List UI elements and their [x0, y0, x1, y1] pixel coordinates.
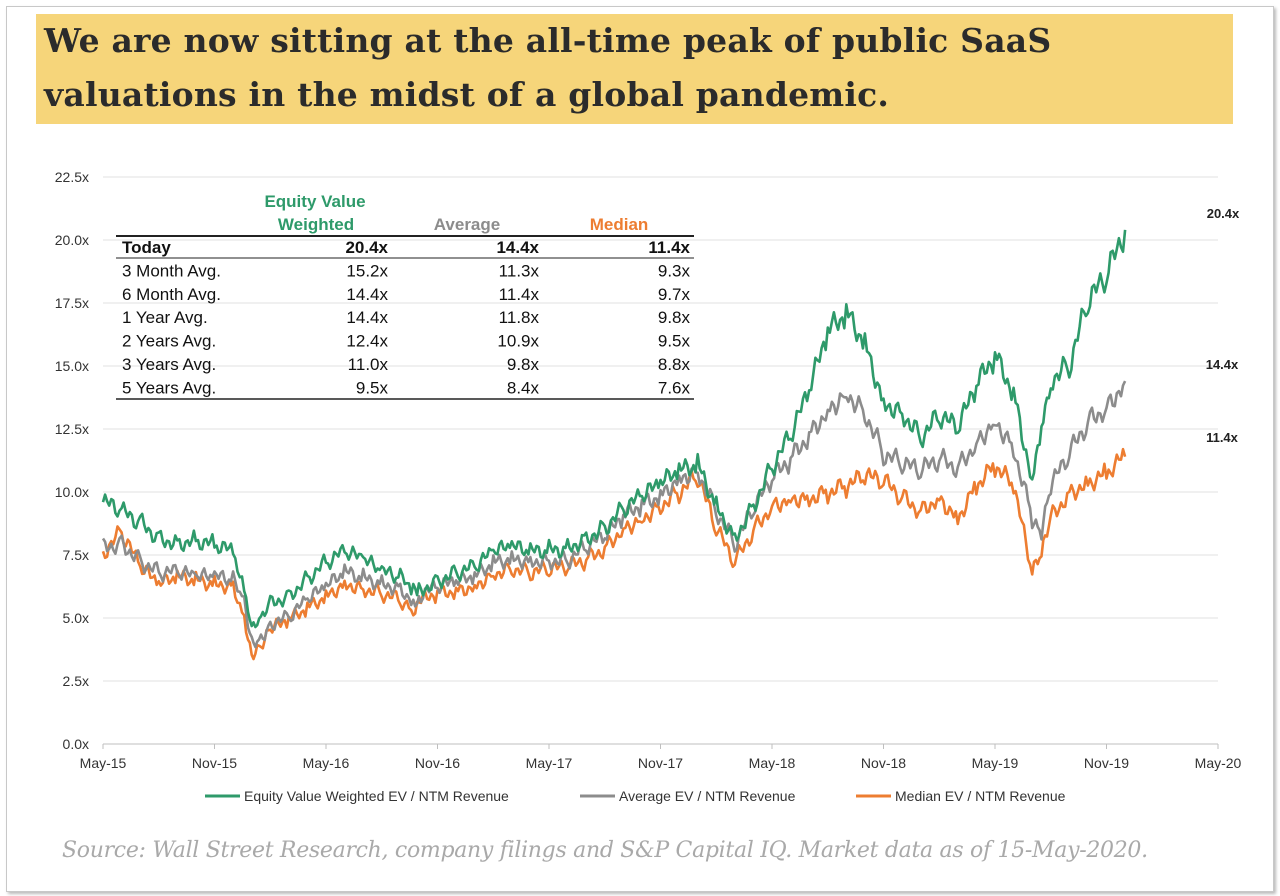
legend-label-average: Average EV / NTM Revenue [619, 788, 796, 804]
table-row-label: 6 Month Avg. [122, 285, 221, 304]
table-cell-equity: 12.4x [346, 332, 388, 351]
table-cell-equity: 20.4x [345, 238, 388, 257]
table-row-label: 5 Years Avg. [122, 378, 216, 397]
x-tick-label: May-15 [80, 755, 127, 771]
x-tick-label: Nov-17 [638, 755, 683, 771]
headline: We are now sitting at the all-time peak … [36, 14, 1233, 124]
x-tick-label: May-16 [303, 755, 350, 771]
y-tick-label: 2.5x [63, 673, 89, 689]
y-tick-label: 22.5x [55, 169, 89, 185]
table-row-label: 3 Years Avg. [122, 355, 216, 374]
x-tick-label: May-20 [1195, 755, 1242, 771]
table-cell-median: 9.5x [658, 332, 691, 351]
y-tick-label: 10.0x [55, 484, 89, 500]
y-tick-label: 0.0x [63, 736, 89, 752]
table-cell-median: 8.8x [658, 355, 691, 374]
table-header-equity-line2: Weighted [278, 215, 354, 234]
table-row-label: Today [122, 238, 171, 257]
x-tick-label: May-19 [972, 755, 1019, 771]
y-tick-label: 17.5x [55, 295, 89, 311]
average-line [101, 380, 1127, 649]
table-cell-equity: 14.4x [346, 308, 388, 327]
equity-line [101, 229, 1127, 629]
table-cell-median: 7.6x [658, 378, 691, 397]
y-tick-label: 7.5x [63, 547, 89, 563]
table-cell-average: 11.8x [499, 308, 540, 327]
y-tick-label: 12.5x [55, 421, 89, 437]
series-end-label: 20.4x [1207, 206, 1240, 221]
source-note: Source: Wall Street Research, company fi… [62, 838, 1148, 863]
table-cell-equity: 15.2x [346, 261, 388, 280]
table-header-equity-line1: Equity Value [264, 192, 365, 211]
table-cell-equity: 11.0x [348, 355, 389, 374]
x-tick-label: Nov-15 [192, 755, 237, 771]
table-row-label: 1 Year Avg. [122, 308, 208, 327]
legend-label-equity: Equity Value Weighted EV / NTM Revenue [244, 788, 509, 804]
table-cell-equity: 14.4x [346, 285, 388, 304]
table-cell-equity: 9.5x [356, 378, 389, 397]
series-end-label: 14.4x [1206, 357, 1239, 372]
table-cell-average: 9.8x [507, 355, 540, 374]
table-cell-median: 11.4x [648, 238, 690, 257]
table-header-median: Median [590, 215, 649, 234]
x-tick-label: May-17 [526, 755, 573, 771]
x-tick-label: May-18 [749, 755, 796, 771]
x-tick-label: Nov-19 [1084, 755, 1129, 771]
y-tick-label: 15.0x [55, 358, 89, 374]
table-cell-average: 10.9x [497, 332, 539, 351]
series-end-label: 11.4x [1206, 430, 1239, 445]
table-cell-median: 9.8x [658, 308, 691, 327]
x-tick-label: Nov-18 [861, 755, 906, 771]
table-cell-average: 8.4x [507, 378, 540, 397]
legend-label-median: Median EV / NTM Revenue [895, 788, 1066, 804]
table-header-average: Average [434, 215, 500, 234]
table-row-label: 3 Month Avg. [122, 261, 221, 280]
x-tick-label: Nov-16 [415, 755, 460, 771]
table-cell-average: 14.4x [496, 238, 539, 257]
table-cell-median: 9.7x [658, 285, 691, 304]
table-cell-average: 11.4x [499, 285, 540, 304]
table-row-label: 2 Years Avg. [122, 332, 216, 351]
table-cell-average: 11.3x [499, 261, 540, 280]
y-tick-label: 5.0x [63, 610, 89, 626]
median-line [101, 447, 1127, 661]
table-cell-median: 9.3x [658, 261, 691, 280]
y-tick-label: 20.0x [55, 232, 89, 248]
